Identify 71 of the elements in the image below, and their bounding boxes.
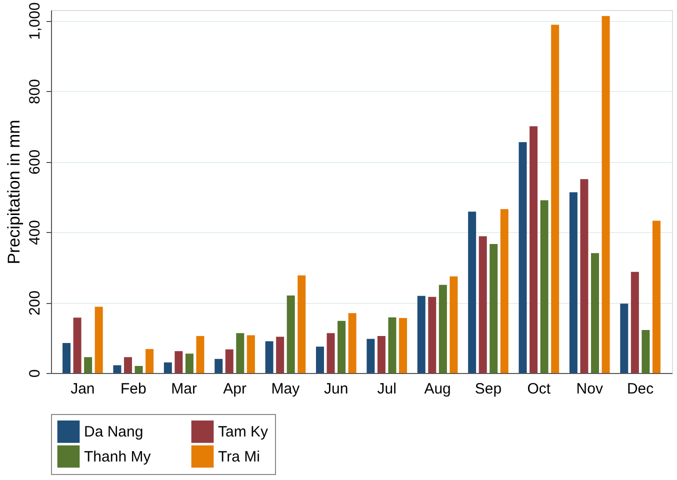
legend-label: Tam Ky [218,424,269,441]
bar [530,126,538,373]
y-tick-label: 200 [26,290,44,316]
y-tick-label: 1,000 [26,2,44,40]
y-tick-label: 0 [26,369,44,378]
x-tick-label: Jan [70,380,95,398]
bar [540,200,548,373]
bar [450,276,458,373]
bar [246,335,255,373]
bar [338,320,346,373]
bar [478,236,487,373]
bar [518,142,527,373]
bar [580,179,588,373]
bar [185,354,194,373]
legend-label: Da Nang [84,424,144,441]
bar [113,365,122,373]
x-tick-label: Mar [171,380,197,398]
x-tick-label: Jul [377,380,396,398]
x-tick-label: Sep [474,380,502,398]
bar [642,330,650,373]
bar [551,24,560,373]
bar [366,338,375,373]
legend-label: Thanh My [84,448,152,466]
bar [630,272,639,373]
bar [326,333,335,373]
bar [468,212,476,373]
bar [348,313,356,373]
bar [388,317,396,373]
bar [196,336,204,373]
x-tick-label: Oct [527,380,552,398]
bar [569,192,578,373]
x-tick-label: Dec [626,380,654,398]
x-tick-label: Nov [576,380,604,398]
bar [591,253,600,373]
bar [438,284,447,373]
bar [602,16,610,373]
bar [500,209,508,373]
bar [490,244,498,373]
bar [428,296,436,373]
bar [652,220,660,373]
bar [225,349,234,373]
bar [146,349,154,373]
y-tick-label: 800 [26,79,44,104]
bar [84,357,92,373]
bar [164,362,172,373]
bar [236,333,244,373]
bar [214,358,223,373]
bar [174,351,183,373]
bar [73,318,82,373]
bar [134,366,143,373]
bar [124,357,132,373]
legend-label: Tra Mi [218,448,260,466]
y-tick-label: 400 [26,220,44,246]
x-tick-label: Aug [424,380,451,398]
x-tick-label: Feb [120,380,146,398]
bar [298,275,306,373]
bar [620,304,628,373]
x-tick-label: Apr [223,380,246,398]
y-tick-label: 600 [26,150,44,175]
bar [62,343,71,373]
x-tick-label: Jun [324,380,348,398]
x-tick-label: May [271,380,300,398]
bar [276,336,284,373]
bar [286,295,295,373]
bar [94,306,103,373]
y-axis-title: Precipitation in mm [4,120,24,264]
bar [417,296,426,373]
bar [399,318,408,373]
bar [265,341,274,373]
bar [316,346,324,373]
bar [377,336,386,373]
